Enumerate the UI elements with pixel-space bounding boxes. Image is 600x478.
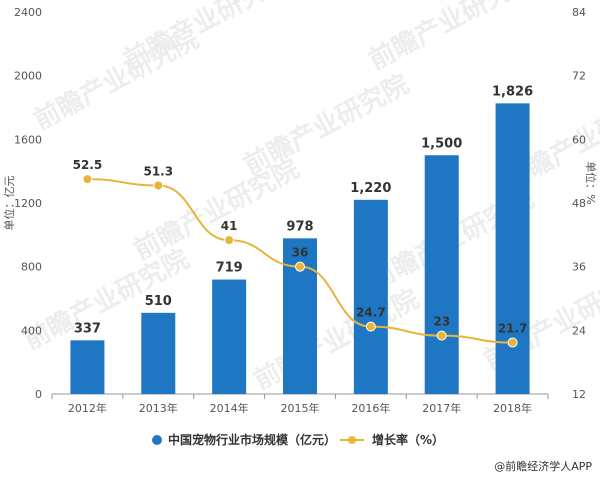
watermark-text: 前瞻产业研究院 (364, 0, 539, 76)
bar (70, 340, 105, 394)
bars-group (70, 103, 530, 394)
legend-bar-marker (152, 435, 162, 445)
y-left-tick-label: 2400 (14, 6, 42, 19)
legend: 中国宠物行业市场规模（亿元） 增长率（%） (152, 432, 444, 447)
y-left-tick-label: 1600 (14, 133, 42, 146)
watermark-text: 前瞻产业研究院 (29, 23, 204, 136)
growth-rate-point (436, 330, 447, 341)
legend-bar-label: 中国宠物行业市场规模（亿元） (168, 432, 336, 447)
growth-rate-point (365, 321, 376, 332)
bar-value-label: 1,220 (350, 181, 391, 196)
y-right-tick-label: 24 (572, 324, 586, 337)
bar (353, 199, 388, 394)
bar (424, 155, 459, 394)
bar-value-label: 1,826 (492, 84, 533, 99)
growth-rate-point (82, 174, 93, 185)
y-right-tick-label: 36 (572, 261, 586, 274)
x-tick-label: 2016年 (351, 401, 390, 415)
bar-value-label: 337 (74, 321, 101, 336)
watermark-text: 前瞻产业研究院 (239, 68, 414, 181)
legend-line-label: 增长率（%） (372, 432, 444, 447)
x-tick-label: 2017年 (422, 401, 461, 415)
growth-rate-point (295, 261, 305, 272)
legend-line-dot (348, 436, 356, 444)
y-right-tick-label: 48 (572, 197, 586, 210)
y-right-axis-title: 单位：% (584, 161, 598, 204)
growth-rate-label: 24.7 (356, 306, 386, 320)
y-left-tick-label: 800 (21, 261, 42, 274)
growth-rate-label: 52.5 (73, 158, 103, 172)
source-credit: @前瞻经济学人APP (494, 459, 592, 473)
growth-rate-label: 23 (433, 315, 450, 329)
x-tick-label: 2018年 (493, 401, 532, 415)
bar-value-label: 719 (216, 261, 243, 276)
y-left-tick-label: 0 (35, 388, 42, 401)
growth-rate-label: 21.7 (498, 322, 528, 336)
growth-rate-label: 36 (292, 246, 309, 260)
watermark-text: 前瞻产业研究院 (249, 283, 424, 396)
growth-rate-label: 51.3 (143, 164, 173, 178)
growth-line-group (82, 174, 518, 348)
bar (212, 279, 247, 394)
y-left-tick-label: 2000 (14, 70, 42, 83)
data-labels-group: 337 510 719 978 1,220 1,500 1,826 52.5 51.3 41 36 2… (73, 84, 534, 336)
y-right-tick-label: 84 (572, 6, 586, 19)
growth-rate-point (507, 337, 518, 348)
y-left-axis-title: 单位：亿元 (2, 176, 16, 231)
bar (141, 312, 176, 394)
x-tick-label: 2013年 (139, 401, 178, 415)
bar-value-label: 1,500 (421, 136, 462, 151)
bar-value-label: 510 (145, 294, 172, 309)
x-tick-label: 2014年 (210, 401, 249, 415)
y-left-tick-label: 1200 (14, 197, 42, 210)
y-right-tick-label: 60 (572, 133, 586, 146)
bar-value-label: 978 (286, 219, 313, 234)
x-tick-label: 2015年 (281, 401, 320, 415)
bar (495, 103, 530, 394)
x-tick-label: 2012年 (68, 401, 107, 415)
growth-rate-label: 41 (221, 219, 238, 233)
y-right-tick-label: 72 (572, 70, 586, 83)
growth-rate-point (153, 180, 164, 191)
y-left-tick-label: 400 (21, 324, 42, 337)
growth-rate-point (224, 235, 235, 246)
y-right-tick-label: 12 (572, 388, 586, 401)
